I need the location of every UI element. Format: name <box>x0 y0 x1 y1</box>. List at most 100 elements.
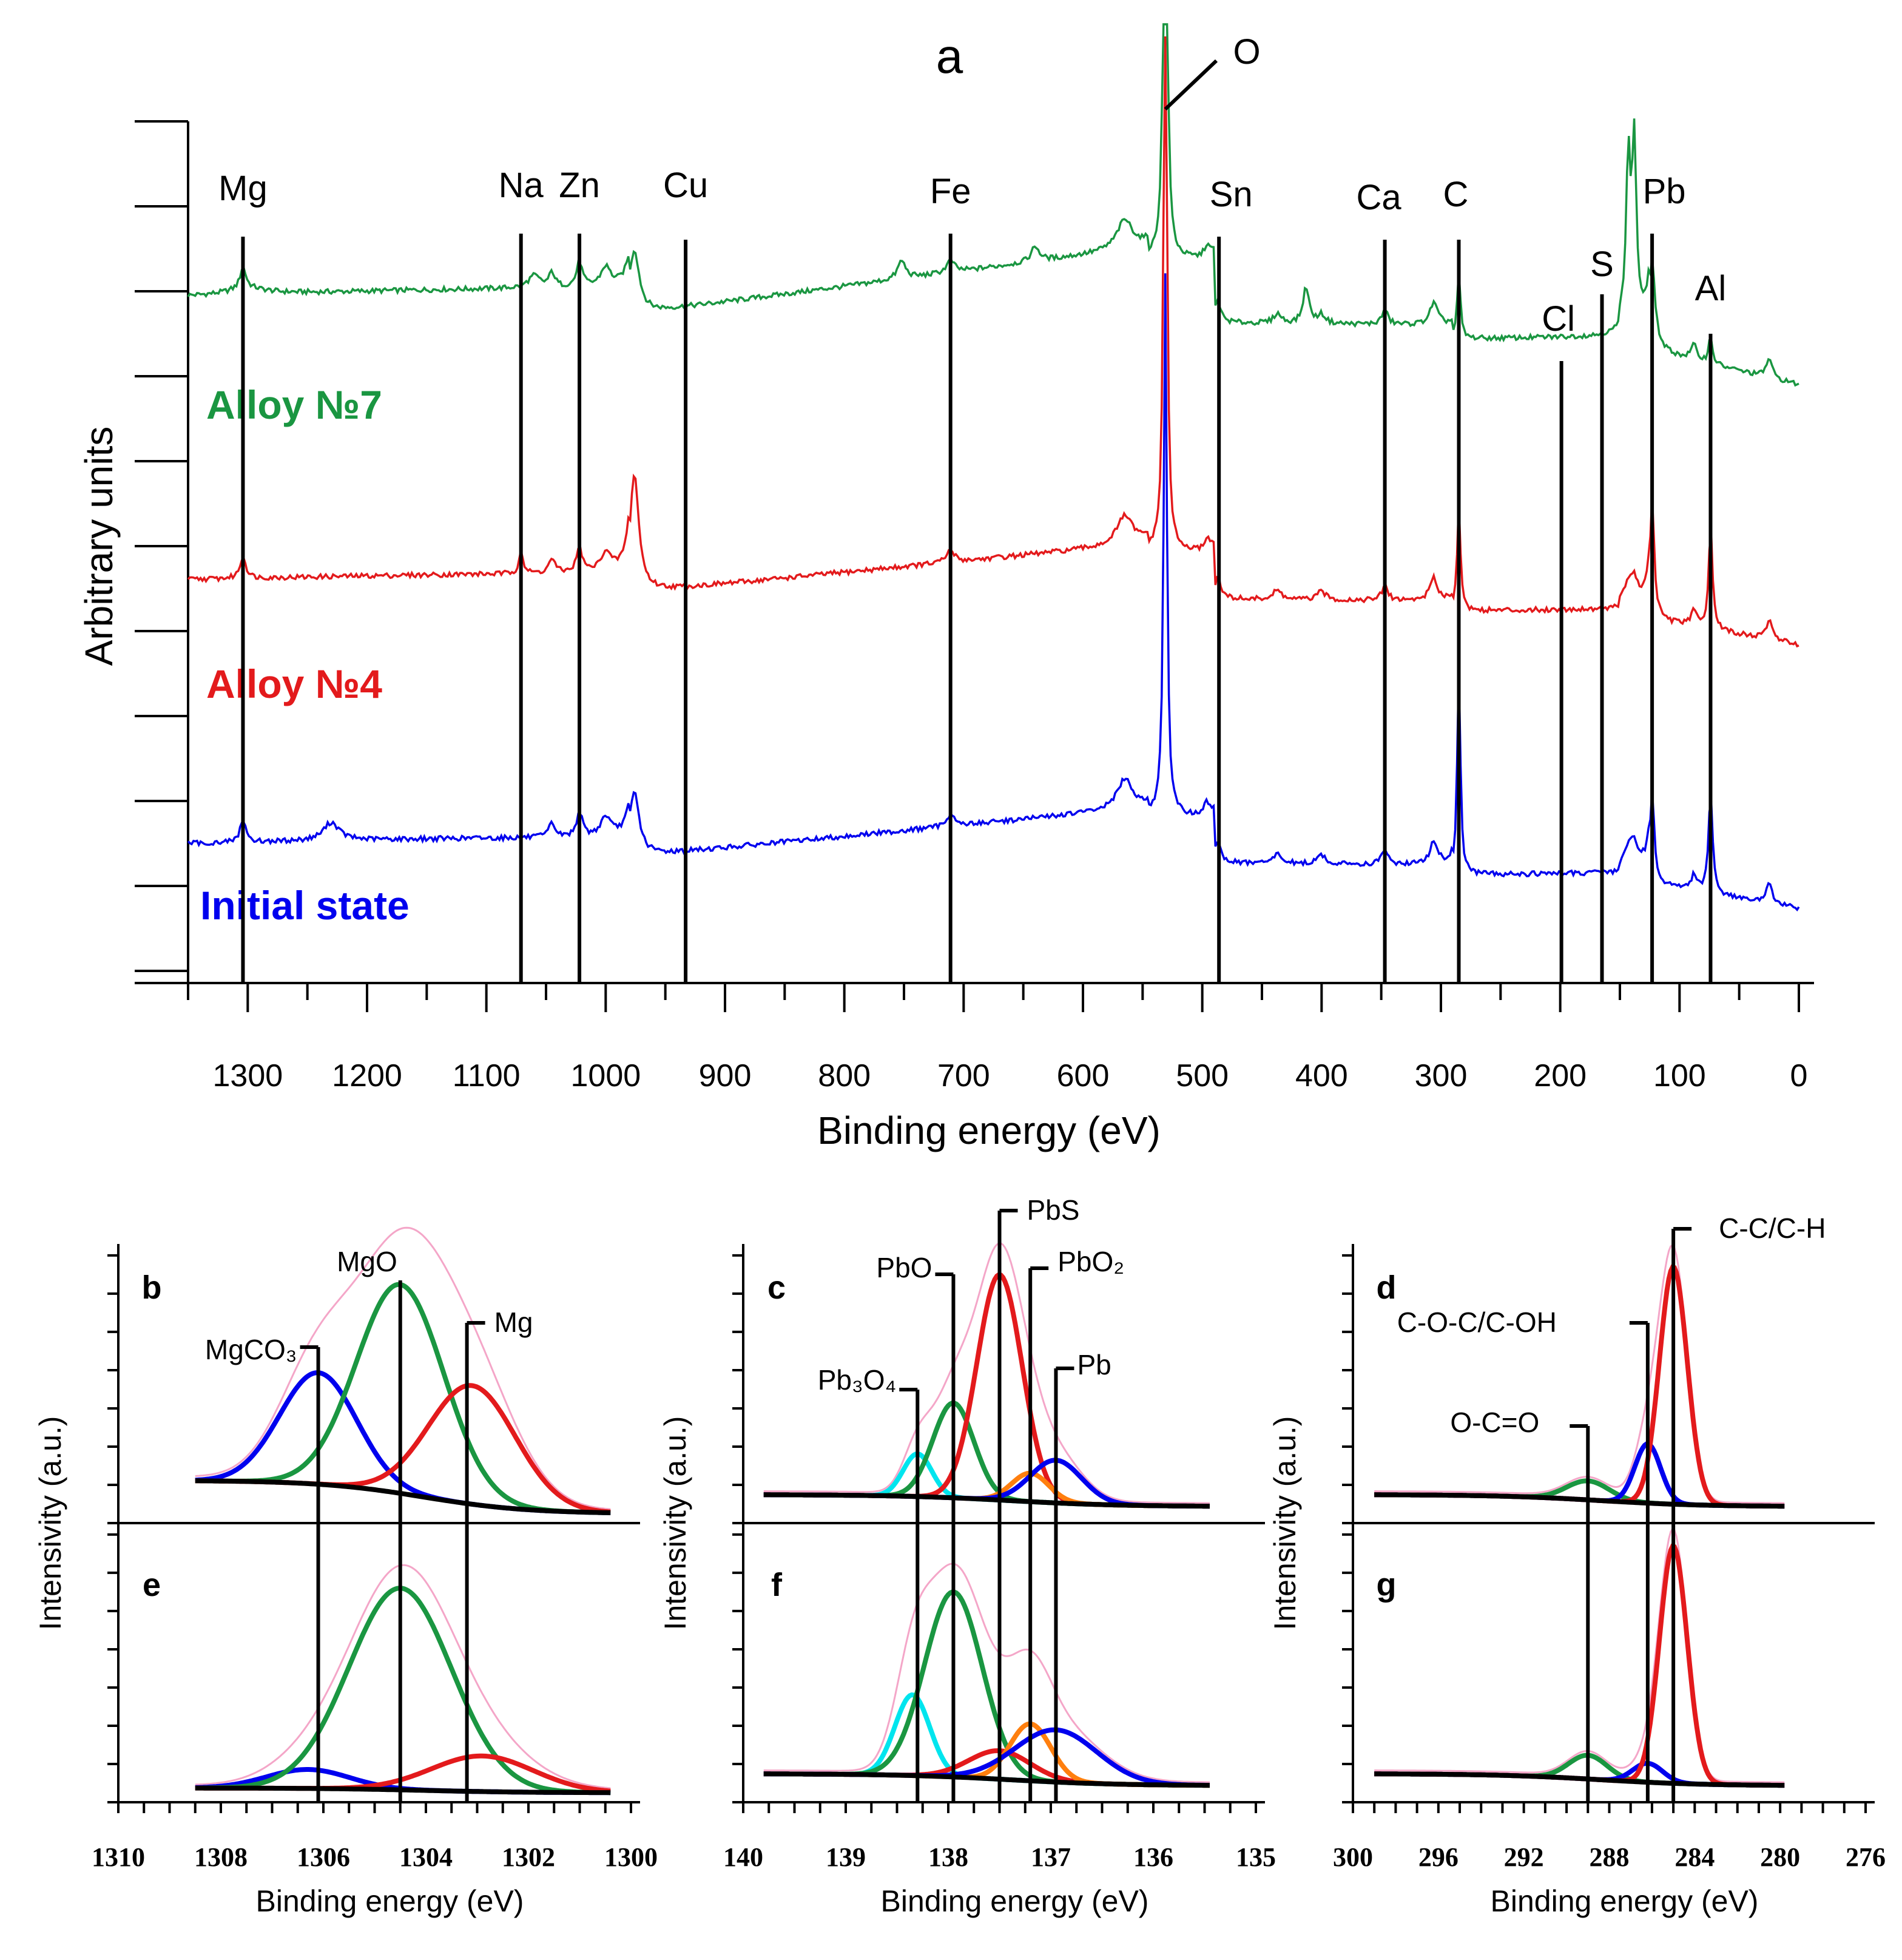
component-label-0: MgCO₃ <box>205 1334 297 1365</box>
x-tick-label: 140 <box>723 1842 763 1872</box>
y-axis-label: Intensivity (a.u.) <box>658 1416 692 1631</box>
marker-line-O <box>1164 59 1218 111</box>
spectrum-alloy7 <box>187 23 1799 387</box>
marker-label-Zn: Zn <box>559 166 600 205</box>
x-tick-label: 139 <box>826 1842 866 1872</box>
panel-letter-e: e <box>143 1567 161 1603</box>
y-axis-label: Arbitrary units <box>77 427 121 666</box>
background-curve <box>195 1478 611 1515</box>
spectrum-initial <box>187 273 1800 912</box>
x-tick-label: 1304 <box>399 1842 453 1872</box>
background-curve <box>195 1785 611 1796</box>
x-tick-label: 292 <box>1504 1842 1544 1872</box>
panel-letter-d: d <box>1377 1269 1397 1306</box>
component-label-1: MgO <box>337 1246 397 1277</box>
envelope-curve <box>763 1242 1210 1504</box>
x-tick-label: 284 <box>1674 1842 1715 1872</box>
x-tick-label: 200 <box>1534 1058 1587 1093</box>
panel-letter-g: g <box>1377 1567 1397 1603</box>
marker-label-Cu: Cu <box>663 166 708 205</box>
spectrum-alloy4 <box>187 36 1799 648</box>
marker-label-Ca: Ca <box>1356 178 1401 217</box>
x-tick-label: 1308 <box>194 1842 248 1872</box>
component-label-4: Pb <box>1077 1349 1111 1380</box>
component-label-2: C-C/C-H <box>1719 1212 1826 1244</box>
x-tick-label: 600 <box>1057 1058 1110 1093</box>
marker-label-C: C <box>1443 175 1469 214</box>
x-axis-label: Binding energy (eV) <box>1491 1884 1759 1918</box>
x-tick-label: 0 <box>1790 1058 1808 1093</box>
component-curve-1 <box>195 1282 611 1515</box>
chart-title: a <box>936 29 963 83</box>
envelope-curve <box>195 1226 611 1510</box>
panel-letter-f: f <box>771 1567 783 1603</box>
envelope-curve <box>1374 1527 1785 1783</box>
envelope-curve <box>195 1564 611 1789</box>
panel-letter-c: c <box>767 1269 786 1306</box>
series-label-alloy4: Alloy №4 <box>206 661 382 706</box>
marker-label-Al: Al <box>1695 269 1727 308</box>
component-label-1: C-O-C/C-OH <box>1397 1306 1557 1338</box>
marker-label-S: S <box>1590 245 1614 284</box>
marker-label-Cl: Cl <box>1542 299 1575 339</box>
envelope-curve <box>1374 1244 1785 1504</box>
component-label-3: PbO₂ <box>1057 1246 1124 1277</box>
deconvolution-chart-cf: 140 139 138 137 136 135 Binding energy (eV) Int… <box>658 1194 1276 1918</box>
x-tick-label: 280 <box>1760 1842 1800 1872</box>
deconvolution-chart-dg: 300 296 292 288 284 280 276 Binding energy (eV)… <box>1268 1212 1886 1918</box>
x-tick-label: 276 <box>1846 1842 1886 1872</box>
component-curve-1 <box>195 1586 611 1796</box>
x-tick-label: 138 <box>928 1842 968 1872</box>
deconvolution-chart-be: 1310 1308 1306 1304 1302 1300 Binding energy (… <box>33 1226 658 1918</box>
background-curve <box>1374 1771 1785 1788</box>
x-tick-label: 800 <box>818 1058 871 1093</box>
background-curve <box>763 1771 1210 1788</box>
background-curve <box>1374 1492 1785 1509</box>
x-tick-label: 1300 <box>212 1058 283 1093</box>
envelope-curve <box>763 1563 1210 1783</box>
marker-label-O: O <box>1233 32 1260 72</box>
x-tick-label: 137 <box>1031 1842 1071 1872</box>
x-tick-label: 700 <box>937 1058 990 1093</box>
x-tick-label: 1200 <box>332 1058 402 1093</box>
x-axis-label: Binding energy (eV) <box>881 1884 1149 1918</box>
y-axis-label: Intensivity (a.u.) <box>1268 1416 1302 1631</box>
x-tick-label: 500 <box>1176 1058 1229 1093</box>
marker-label-Pb: Pb <box>1643 172 1686 211</box>
x-tick-label: 1300 <box>604 1842 658 1872</box>
x-tick-label: 100 <box>1653 1058 1706 1093</box>
x-tick-label: 1306 <box>297 1842 350 1872</box>
y-axis-label: Intensivity (a.u.) <box>33 1416 67 1631</box>
background-curve <box>763 1492 1210 1509</box>
x-tick-label: 300 <box>1333 1842 1373 1872</box>
component-label-0: O-C=O <box>1450 1407 1539 1438</box>
marker-label-Fe: Fe <box>930 172 971 211</box>
component-label-2: Mg <box>494 1306 533 1338</box>
panel-letter-b: b <box>142 1269 162 1306</box>
component-label-2: PbS <box>1027 1194 1080 1226</box>
x-tick-label: 1310 <box>92 1842 145 1872</box>
component-label-0: Pb₃O₄ <box>818 1364 897 1396</box>
series-label-initial: Initial state <box>200 883 410 928</box>
component-label-1: PbO <box>876 1252 932 1283</box>
x-tick-label: 136 <box>1133 1842 1173 1872</box>
x-axis-label: Binding energy (eV) <box>256 1884 524 1918</box>
marker-label-Na: Na <box>499 166 544 205</box>
x-tick-label: 288 <box>1590 1842 1630 1872</box>
x-tick-label: 300 <box>1415 1058 1468 1093</box>
component-curve-1 <box>763 1589 1210 1788</box>
component-curve-2 <box>1374 1264 1785 1509</box>
x-tick-label: 135 <box>1236 1842 1276 1872</box>
marker-label-Sn: Sn <box>1210 175 1253 214</box>
x-tick-label: 400 <box>1295 1058 1348 1093</box>
x-tick-label: 1302 <box>502 1842 555 1872</box>
component-curve-2 <box>1374 1543 1785 1788</box>
x-tick-label: 1000 <box>570 1058 641 1093</box>
x-tick-label: 900 <box>699 1058 752 1093</box>
x-tick-label: 296 <box>1418 1842 1459 1872</box>
series-label-alloy7: Alloy №7 <box>206 382 382 427</box>
marker-label-Mg: Mg <box>218 169 268 208</box>
x-tick-label: 1100 <box>453 1058 521 1093</box>
